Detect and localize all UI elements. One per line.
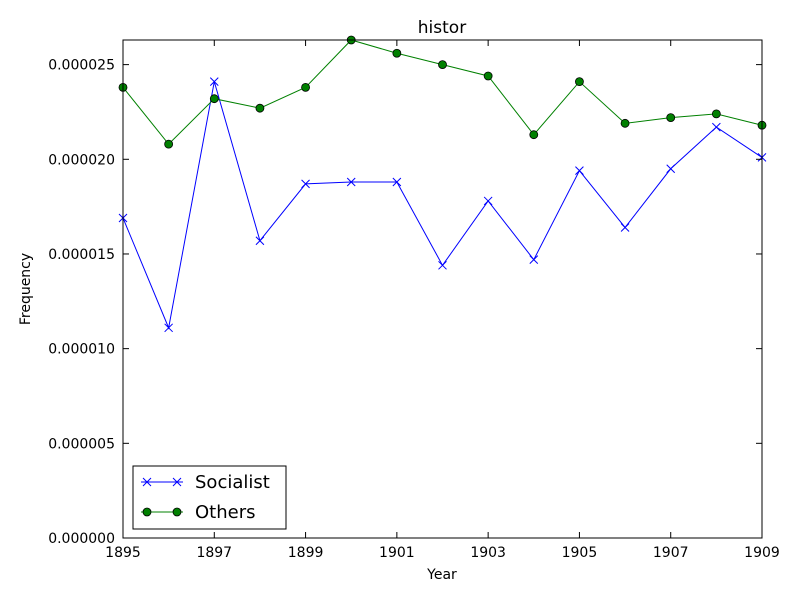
data-point-others [209,94,219,104]
data-point-socialist [301,179,310,189]
data-point-others [711,109,721,119]
data-point-socialist [164,323,173,333]
data-point-socialist [483,196,493,206]
legend-marker [142,477,152,487]
data-point-others [301,82,310,92]
data-point-others [620,118,630,128]
data-point-others [392,48,402,58]
data-point-socialist [666,164,676,174]
data-point-socialist [255,236,265,246]
data-point-others [575,77,584,87]
data-point-socialist [529,255,539,265]
y-tick-label: 0.000000 [48,531,115,547]
axis-ticks: 1895 1897 1899 1901 1903 1905 1907 1909 0.000000… [48,40,780,561]
x-tick-label: 1895 [105,545,141,561]
data-point-others [438,60,447,70]
x-axis-label: Year [426,567,457,583]
y-tick-label: 0.000005 [48,436,115,452]
x-tick-label: 1899 [288,545,324,561]
data-point-socialist [438,260,447,270]
data-point-others [164,139,174,149]
chart-title: histor [418,18,466,38]
data-point-socialist [575,166,584,176]
data-point-socialist [209,77,219,87]
x-tick-label: 1905 [562,545,598,561]
legend-marker [172,477,182,487]
data-point-others [666,113,676,123]
y-tick-label: 0.000020 [48,152,115,168]
legend-entry-socialist: Socialist [141,472,270,493]
data-point-socialist [712,122,721,132]
x-tick-label: 1903 [470,545,506,561]
legend-label: Socialist [195,472,270,493]
x-tick-label: 1897 [196,545,232,561]
y-tick-label: 0.000010 [48,342,115,358]
legend: Socialist Others [132,465,287,530]
legend-marker [172,507,182,517]
series-socialist [118,77,767,333]
y-tick-label: 0.000025 [48,58,115,74]
x-tick-label: 1901 [379,545,415,561]
x-tick-label: 1909 [744,545,780,561]
plot-frame [122,39,763,539]
legend-marker [142,507,152,517]
data-point-socialist [346,177,356,187]
y-tick-label: 0.000015 [48,247,115,263]
legend-box [132,465,287,530]
data-point-others [529,130,539,140]
legend-entry-others: Others [141,502,256,523]
data-point-others [255,103,265,113]
legend-label: Others [195,502,256,523]
data-point-others [483,71,493,81]
x-tick-label: 1907 [653,545,689,561]
data-point-socialist [392,177,402,187]
data-point-socialist [620,223,630,232]
y-axis-label: Frequency [18,253,34,325]
